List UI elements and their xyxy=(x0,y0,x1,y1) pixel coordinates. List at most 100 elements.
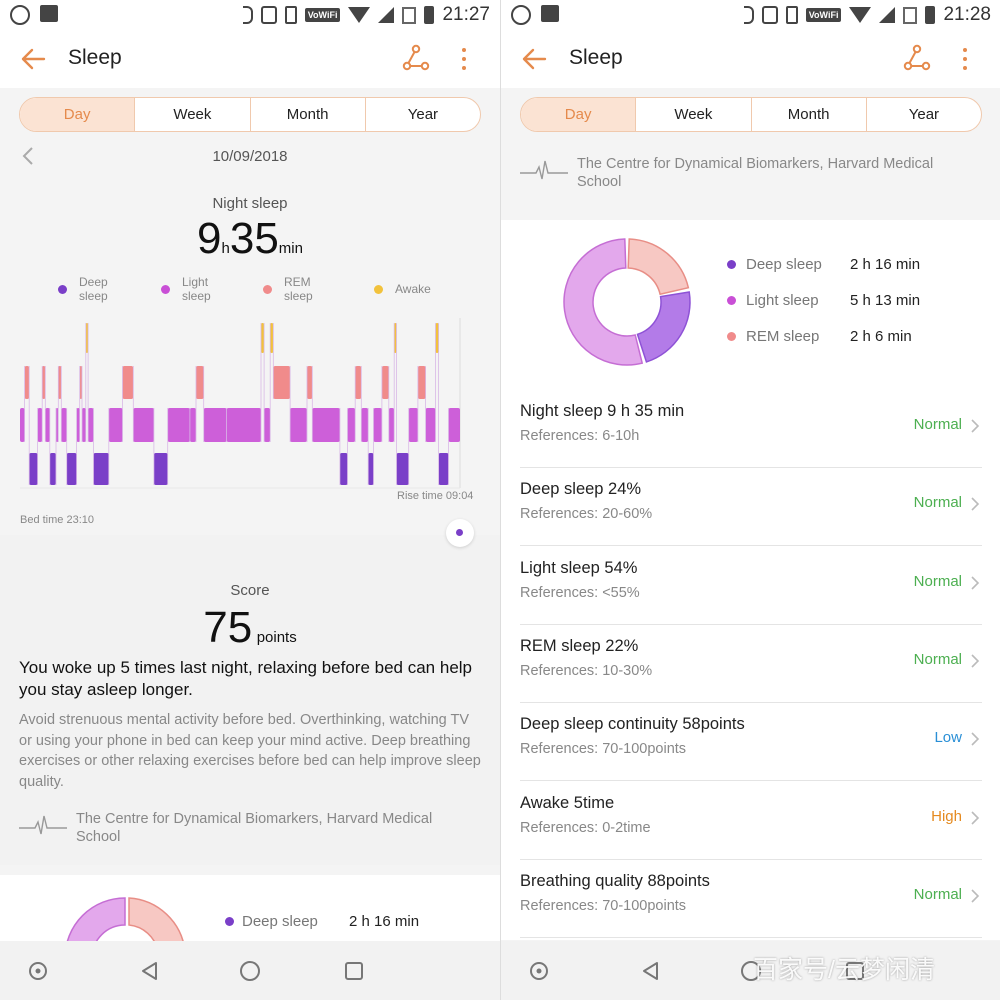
breakdown-legend-item: REM sleep xyxy=(727,328,819,345)
bluetooth-icon xyxy=(242,6,253,24)
stage-segment-rem xyxy=(58,366,62,399)
stage-segment-light xyxy=(312,408,340,442)
metric-row[interactable]: Light sleep 54% References: <55% Normal xyxy=(520,547,982,625)
metric-status: Normal xyxy=(913,650,962,668)
stage-segment-light xyxy=(226,408,261,442)
legend-label-line: Light xyxy=(182,275,209,289)
chevron-right-icon xyxy=(971,497,980,511)
period-tabs: Day Week Month Year xyxy=(19,97,481,132)
tab-day[interactable]: Day xyxy=(20,98,135,131)
stage-segment-deep xyxy=(49,453,56,485)
legend-label: REM sleep xyxy=(284,275,313,303)
chart-scroll-handle[interactable] xyxy=(446,519,474,547)
stage-segment-rem xyxy=(417,366,426,399)
legend-dot xyxy=(727,260,736,269)
vowifi-badge: VoWiFi xyxy=(805,8,842,22)
share-icon[interactable] xyxy=(903,44,931,72)
sleep-stage-legend: Deep sleep Light sleep REM sleep Awake xyxy=(58,275,478,305)
tab-day[interactable]: Day xyxy=(521,98,636,131)
share-icon[interactable] xyxy=(402,44,430,72)
legend-dot xyxy=(727,332,736,341)
image-icon xyxy=(541,5,559,22)
period-tabs: Day Week Month Year xyxy=(520,97,982,132)
signal-icon xyxy=(378,7,395,23)
vowifi-badge: VoWiFi xyxy=(304,8,341,22)
source-credit: The Centre for Dynamical Biomarkers, Har… xyxy=(19,810,481,850)
assistant-icon[interactable] xyxy=(527,959,551,983)
score-number: 75 xyxy=(203,603,253,652)
watermark: 百家号/云梦闲清 xyxy=(753,956,935,984)
stage-segment-light xyxy=(189,408,196,442)
status-bar: VoWiFi 21:28 xyxy=(501,0,1000,30)
metric-row[interactable]: Deep sleep 24% References: 20-60% Normal xyxy=(520,468,982,547)
night-sleep-value: 9h35min xyxy=(0,214,500,264)
chevron-right-icon xyxy=(971,419,980,433)
tab-month[interactable]: Month xyxy=(249,98,365,131)
back-arrow-icon[interactable] xyxy=(519,44,549,74)
status-time: 21:27 xyxy=(442,4,490,25)
metric-row[interactable]: Night sleep 9 h 35 min References: 6-10h N… xyxy=(520,390,982,468)
back-arrow-icon[interactable] xyxy=(18,44,48,74)
metric-row[interactable]: Awake 5time References: 0-2time High xyxy=(520,782,982,860)
source-text: The Centre for Dynamical Biomarkers, Har… xyxy=(577,156,934,190)
score-panel xyxy=(0,535,500,865)
legend-label-line: sleep xyxy=(79,289,108,303)
tab-year[interactable]: Year xyxy=(865,98,981,131)
tab-month[interactable]: Month xyxy=(750,98,866,131)
stage-segment-rem xyxy=(122,366,134,399)
stage-segment-rem xyxy=(381,366,389,399)
metric-reference: References: 0-2time xyxy=(520,819,651,836)
legend-dot xyxy=(58,284,67,294)
legend-item-rem: REM sleep xyxy=(263,275,313,303)
metric-title: Awake 5time xyxy=(520,793,615,812)
advice-headline: You woke up 5 times last night, relaxing… xyxy=(19,658,472,699)
whatsapp-icon xyxy=(511,5,531,25)
stage-segment-light xyxy=(37,408,43,442)
back-nav-icon[interactable] xyxy=(138,959,162,983)
stage-segment-deep xyxy=(93,453,109,485)
stage-segment-deep xyxy=(368,453,374,485)
navigation-bar xyxy=(0,941,500,1000)
score-value: 75 points xyxy=(0,603,500,653)
legend-dot xyxy=(225,917,234,926)
bed-time: Bed time 23:10 xyxy=(20,514,94,526)
previous-date-icon[interactable] xyxy=(20,146,36,166)
breakdown-value: 5 h 13 min xyxy=(850,292,921,309)
metric-title: REM sleep 22% xyxy=(520,636,639,655)
assistant-icon[interactable] xyxy=(26,959,50,983)
rise-time: Rise time 09:04 xyxy=(397,490,474,502)
metric-row[interactable]: Breathing quality 88points References: 70… xyxy=(520,860,982,938)
metric-status: Normal xyxy=(913,416,962,433)
signal-icon xyxy=(879,7,896,23)
tab-week[interactable]: Week xyxy=(635,98,750,131)
home-nav-icon[interactable] xyxy=(238,959,262,983)
stage-segment-rem xyxy=(273,366,291,399)
metric-status: Normal xyxy=(913,494,962,512)
metric-row[interactable]: REM sleep 22% References: 10-30% Normal xyxy=(520,625,982,703)
metric-row[interactable]: Deep sleep continuity 58points References… xyxy=(520,703,982,782)
night-sleep-hours: 9 xyxy=(197,214,222,263)
night-sleep-minutes-unit: min xyxy=(278,240,303,257)
back-nav-icon[interactable] xyxy=(639,959,663,983)
tab-week[interactable]: Week xyxy=(134,98,249,131)
recents-nav-icon[interactable] xyxy=(843,959,867,983)
stage-segment-deep xyxy=(66,453,77,485)
more-options-icon[interactable] xyxy=(956,44,974,74)
stage-segment-light xyxy=(76,408,80,442)
metric-status: High xyxy=(931,807,962,825)
home-nav-icon[interactable] xyxy=(739,959,763,983)
night-sleep-label: Night sleep xyxy=(212,195,288,212)
legend-label: Deep sleep xyxy=(79,275,108,303)
screen-right: VoWiFi 21:28 Sleep Day Week Month Year The … xyxy=(500,0,1000,1000)
tab-year[interactable]: Year xyxy=(364,98,480,131)
metric-reference: References: <55% xyxy=(520,584,640,601)
more-options-icon[interactable] xyxy=(455,44,473,74)
metric-title: Night sleep 9 h 35 min xyxy=(520,402,685,420)
stage-segment-deep xyxy=(153,453,168,485)
stage-segment-rem xyxy=(24,366,30,399)
score-unit: points xyxy=(256,629,297,646)
stage-segment-light xyxy=(373,408,382,442)
stage-segment-rem xyxy=(307,366,313,399)
recents-nav-icon[interactable] xyxy=(342,959,366,983)
source-credit: The Centre for Dynamical Biomarkers, Har… xyxy=(520,155,982,195)
